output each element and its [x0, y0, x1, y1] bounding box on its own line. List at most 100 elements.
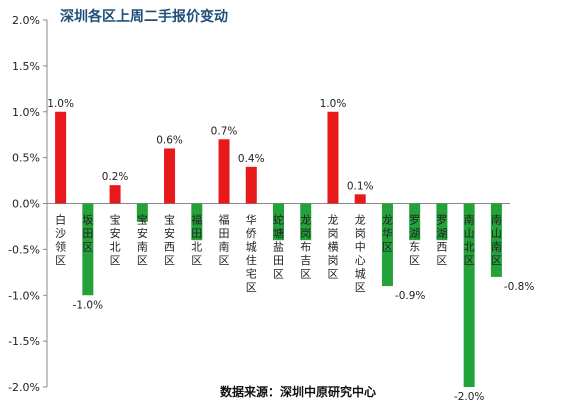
category-label-char: 区	[327, 268, 338, 281]
category-label-char: 中	[355, 241, 366, 254]
category-label-char: 区	[82, 241, 93, 254]
y-tick-label: 0.0%	[12, 198, 40, 211]
category-label-char: 宝	[164, 213, 175, 227]
category-label-char: 西	[436, 241, 447, 254]
y-axis: 2.0% 1.5% 1.0% 0.5% 0.0% -0.5% -1.0% -1.5% -2.0%	[8, 14, 510, 394]
bar	[463, 203, 475, 387]
category-label-char: 城	[246, 241, 257, 254]
source-note: 数据来源：深圳中原研究中心	[220, 384, 376, 399]
bar	[82, 203, 94, 296]
category-label-char: 区	[300, 268, 311, 281]
bar	[409, 203, 421, 241]
category-label-char: 区	[273, 268, 284, 281]
category-label-char: 岗	[355, 227, 366, 240]
bar	[245, 166, 257, 204]
category-label-char: 西	[164, 241, 175, 254]
data-label: 1.0%	[47, 98, 74, 110]
data-label: 0.2%	[102, 171, 129, 183]
bar	[381, 203, 393, 287]
y-tick-label: -1.5%	[8, 335, 40, 348]
category-label-char: 区	[436, 254, 447, 267]
bar	[273, 203, 284, 241]
category-label-char: 区	[110, 254, 121, 267]
category-label-char: 盐	[273, 241, 284, 254]
data-label: -0.8%	[504, 281, 534, 293]
data-label: 1.0%	[320, 98, 347, 110]
category-label-char: 岗	[327, 254, 338, 267]
data-label: -2.0%	[454, 391, 484, 403]
category-label-char: 北	[464, 241, 475, 254]
data-label: 0.6%	[156, 134, 183, 146]
category-label-char: 华	[382, 226, 393, 240]
category-label-char: 南	[137, 241, 148, 254]
category-label-char: 南	[491, 214, 502, 227]
y-tick-label: -1.0%	[8, 289, 40, 302]
category-label-char: 龙	[355, 214, 366, 227]
data-label: -0.9%	[395, 290, 425, 302]
bar	[300, 203, 312, 241]
category-label-char: 区	[137, 254, 148, 267]
category-label-char: 北	[110, 241, 121, 254]
category-label: 龙华区	[382, 214, 393, 254]
category-label-char: 侨	[246, 227, 257, 240]
category-label-char: 吉	[300, 254, 311, 267]
category-label-char: 安	[137, 226, 148, 240]
category-label-char: 安	[110, 226, 121, 240]
category-label-char: 罗	[436, 214, 447, 227]
category-label-char: 东	[409, 241, 420, 254]
category-label-char: 华	[246, 213, 257, 227]
category-label-char: 福	[219, 213, 230, 227]
data-label: 0.1%	[347, 180, 374, 192]
category-label-char: 心	[355, 254, 366, 267]
category-label-char: 住	[246, 253, 257, 267]
bar	[109, 185, 121, 204]
y-tick-label: 1.0%	[12, 106, 40, 119]
category-label-char: 福	[191, 213, 202, 227]
y-tick-label: 2.0%	[12, 14, 40, 27]
category-label-char: 田	[219, 227, 230, 240]
category-label-char: 田	[191, 227, 202, 240]
category-label-char: 区	[191, 254, 202, 267]
category-label-char: 白	[55, 213, 66, 227]
category-label-char: 区	[382, 241, 393, 254]
category-label-char: 龙	[327, 214, 338, 227]
data-label: -1.0%	[73, 299, 103, 311]
category-label-char: 南	[491, 241, 502, 254]
y-tick-label: -0.5%	[8, 243, 40, 256]
category-label-char: 龙	[300, 214, 311, 227]
category-label-char: 区	[246, 281, 257, 294]
bar	[191, 203, 203, 241]
category-label-char: 区	[355, 281, 366, 294]
bar	[55, 111, 67, 204]
category-label-char: 罗	[409, 214, 420, 227]
category-labels-group: 白沙领区坂田区宝安北区宝安南区宝安西区福田北区福田南区华侨城住宅区蛇塘盐田区龙岗…	[55, 213, 502, 295]
category-label-char: 龙	[382, 214, 393, 227]
category-label-char: 田	[82, 227, 93, 240]
bar	[136, 203, 148, 222]
bar	[164, 148, 176, 204]
bar	[327, 111, 339, 204]
category-label-char: 山	[464, 227, 475, 240]
category-label-char: 岗	[300, 227, 311, 240]
category-label-char: 沙	[55, 227, 66, 240]
category-label-char: 宝	[137, 213, 148, 227]
data-label: 0.4%	[238, 153, 265, 165]
category-label-char: 区	[491, 254, 502, 267]
bar	[218, 139, 230, 204]
category-label-char: 湖	[436, 227, 447, 240]
category-label-char: 区	[464, 254, 475, 267]
bar	[436, 203, 448, 241]
category-label-char: 布	[300, 241, 311, 254]
